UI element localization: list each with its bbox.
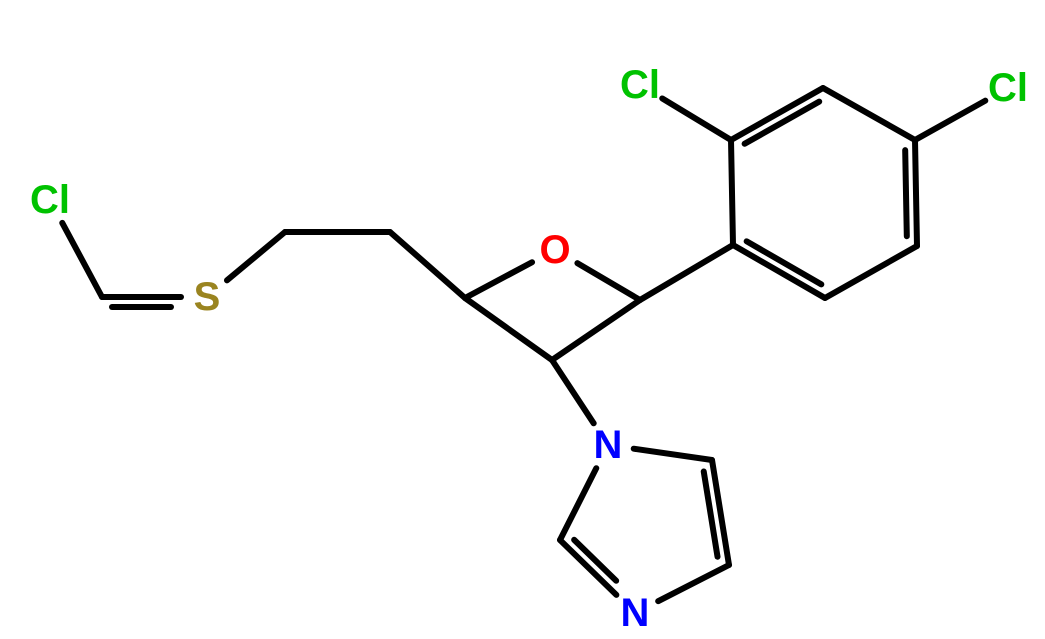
atom-label-n: N: [621, 591, 650, 635]
atom-label-n: N: [594, 423, 623, 467]
atom-label-cl: Cl: [30, 178, 70, 222]
atom-label-cl: Cl: [620, 63, 660, 107]
atom-label-s: S: [194, 275, 221, 319]
atom-label-o: O: [539, 228, 570, 272]
atom-label-cl: Cl: [988, 66, 1028, 110]
molecule-svg: Cl S O N N Cl Cl: [0, 0, 1045, 639]
molecule-diagram: Cl S O N N Cl Cl: [0, 0, 1045, 639]
